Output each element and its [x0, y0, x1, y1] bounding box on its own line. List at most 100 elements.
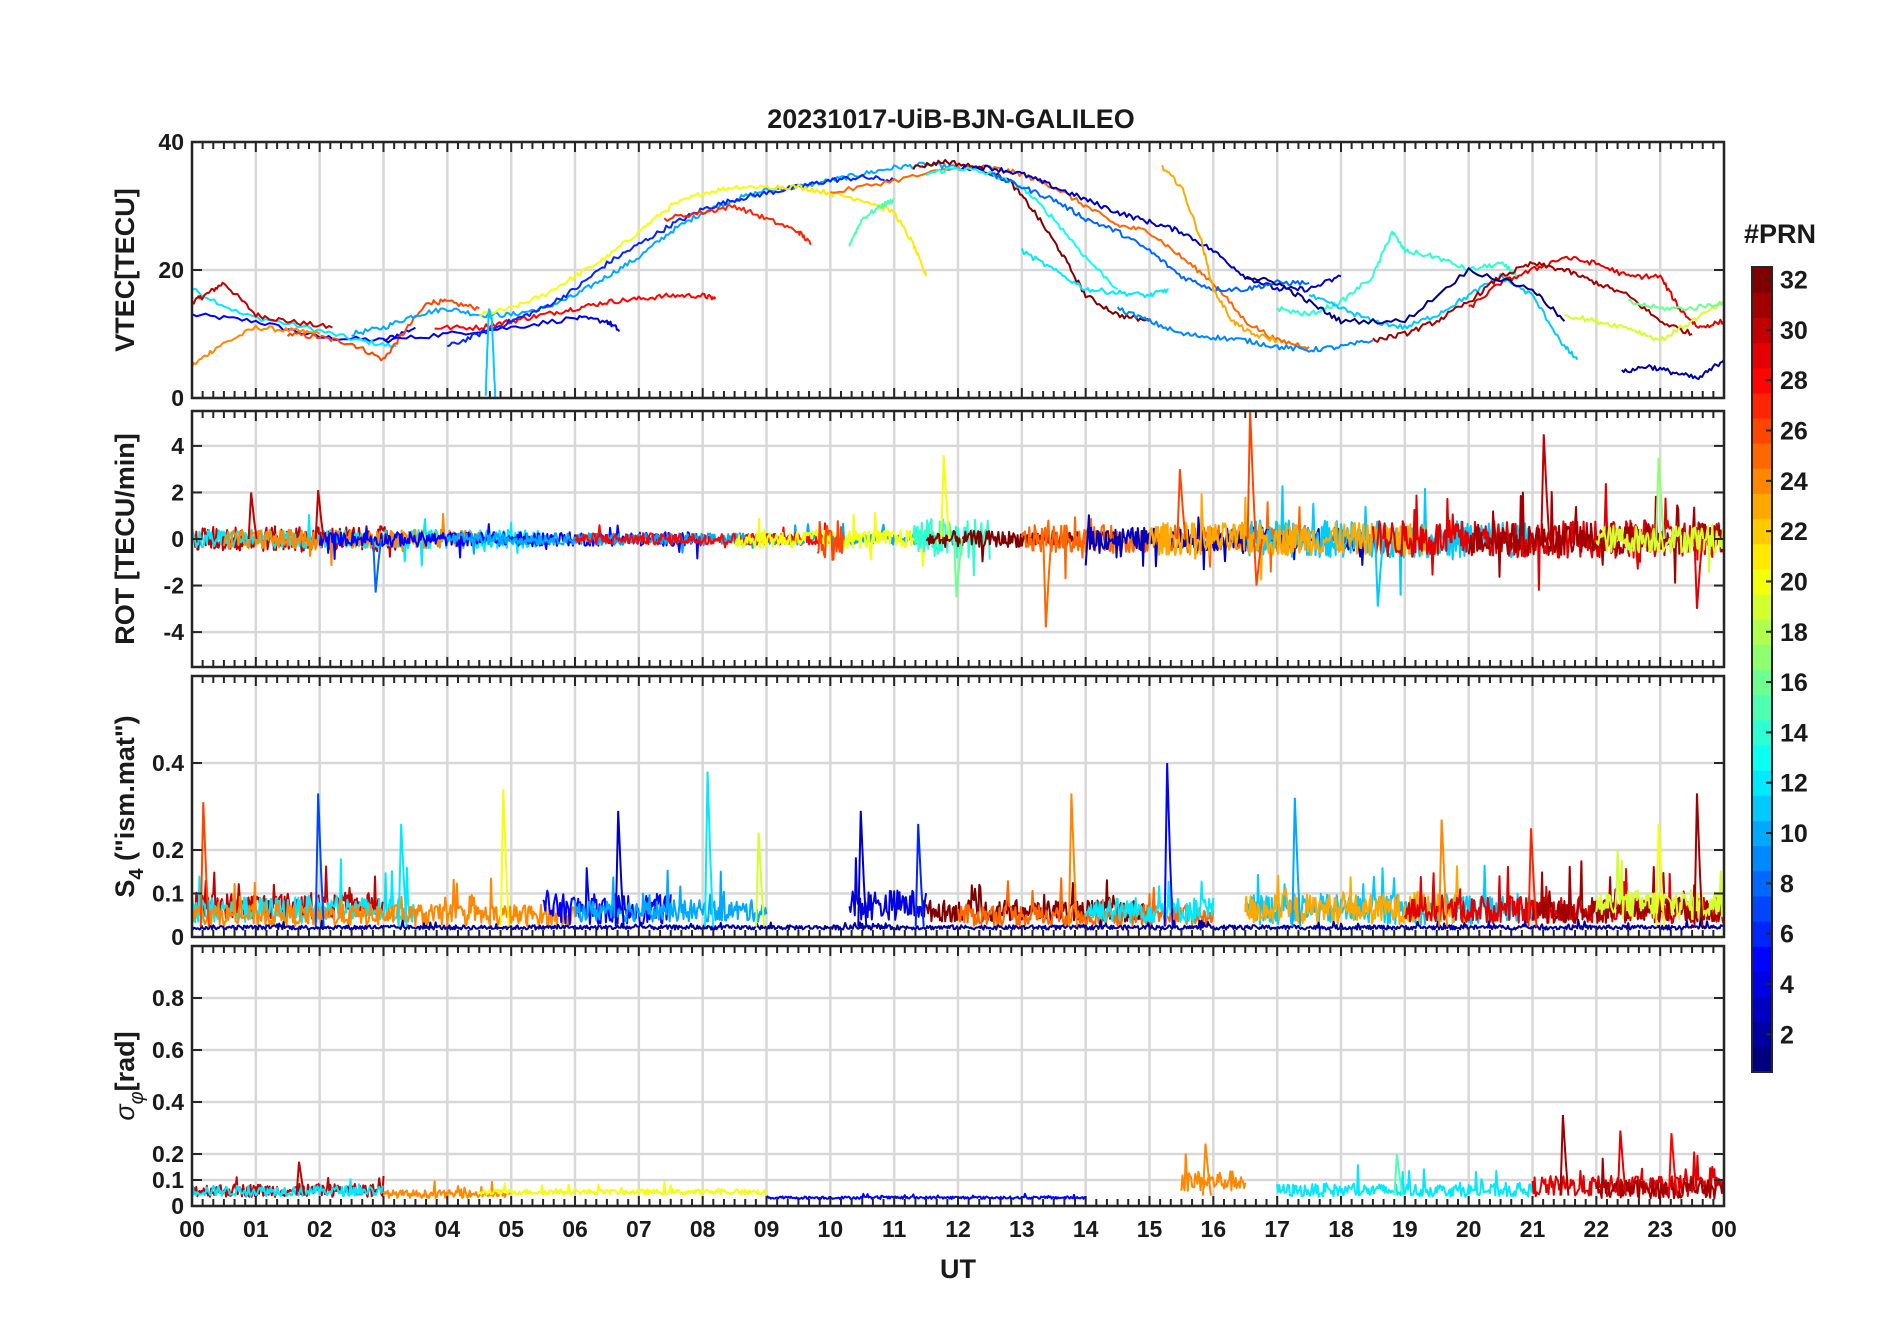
y-tick-label: 0.1	[152, 1167, 184, 1193]
series-prn-9	[1116, 306, 1374, 353]
y-tick-label: 0.4	[152, 1089, 184, 1115]
colorbar-swatch	[1752, 619, 1772, 645]
colorbar-frame	[1751, 266, 1773, 1073]
x-tick-label: 10	[818, 1216, 844, 1242]
x-tick-label: 06	[562, 1216, 588, 1242]
colorbar-swatch	[1752, 468, 1772, 495]
colorbar-swatch	[1752, 770, 1772, 796]
series-prn-26	[286, 298, 480, 362]
panel-4: 00.10.20.40.60.8σφ[rad]	[110, 944, 1726, 1219]
panel-2: -4 -2 0 2 4 ROT [TECU/min]	[110, 409, 1726, 669]
colorbar-swatch	[1752, 417, 1772, 444]
series-prn-12	[1020, 248, 1169, 299]
spike-prn-26	[1246, 411, 1257, 540]
series-prn-2	[1621, 358, 1724, 381]
series-group	[192, 158, 1724, 398]
spike-prn-30	[314, 490, 325, 540]
series-prn-21	[765, 183, 928, 277]
y-tick-label: 20	[158, 257, 184, 283]
colorbar-tick-label: 20	[1780, 568, 1808, 596]
series-prn-3	[957, 164, 1342, 293]
series-prn-24	[1180, 1153, 1247, 1192]
colorbar-swatch	[1752, 845, 1772, 872]
y-tick-label: 0.1	[152, 881, 184, 907]
spike-prn-31	[1693, 793, 1704, 927]
colorbar-swatch	[1752, 795, 1772, 822]
y-axis-label: σφ[rad]	[110, 1031, 148, 1120]
spike-prn-16	[953, 538, 963, 598]
series-prn-28	[574, 522, 832, 549]
spike-prn-8	[372, 538, 383, 593]
colorbar-tick-label: 30	[1780, 317, 1808, 345]
y-tick-label: 4	[171, 433, 184, 459]
series-prn-24	[192, 877, 576, 928]
spike-prn-31	[1559, 1114, 1570, 1196]
y-tick-label: 0.6	[152, 1037, 184, 1063]
colorbar-swatch	[1752, 568, 1772, 595]
series-group	[192, 1114, 1724, 1200]
spike-prn-20	[499, 789, 510, 927]
series-prn-4	[382, 314, 620, 344]
colorbar-swatch	[1752, 1046, 1772, 1073]
y-label-rest: ("ism.mat")	[110, 715, 140, 868]
spike-prn-19	[755, 832, 766, 927]
spike-prn-30	[295, 1161, 306, 1196]
spike-prn-3	[857, 810, 868, 927]
colorbar-tick-label: 10	[1780, 820, 1808, 848]
spike-prn-11	[1374, 538, 1385, 607]
series-prn-8	[989, 172, 1310, 293]
colorbar-swatch	[1752, 870, 1772, 897]
y-label-main: S	[110, 880, 140, 898]
series-prn-4	[848, 857, 928, 921]
spike-prn-30	[1540, 434, 1551, 540]
series-prn-29	[1468, 255, 1724, 329]
spike-prn-28	[1667, 1133, 1678, 1196]
axes-box	[190, 140, 1726, 400]
x-tick-label: 13	[1009, 1216, 1035, 1242]
spike-prn-7	[314, 793, 325, 927]
colorbar-swatch	[1752, 669, 1772, 696]
x-tick-label: 21	[1520, 1216, 1546, 1242]
series-prn-25	[830, 164, 1310, 350]
colorbar-title: #PRN	[1744, 219, 1816, 249]
colorbar-swatch	[1752, 744, 1772, 771]
axes-box	[190, 944, 1726, 1208]
colorbar-tick-label: 2	[1780, 1021, 1794, 1049]
y-tick-label: 0	[171, 526, 184, 552]
colorbar-tick-label: 6	[1780, 921, 1794, 949]
panel-1: 0 20 40 VTEC[TECU]	[110, 129, 1726, 411]
spike-prn-12	[397, 823, 408, 927]
x-tick-label: 01	[243, 1216, 269, 1242]
y-tick-label: -4	[164, 619, 185, 645]
x-tick-label: 15	[1137, 1216, 1163, 1242]
series-prn-28	[434, 292, 717, 331]
series-prn-26	[816, 520, 845, 561]
colorbar-swatch	[1752, 1021, 1772, 1048]
y-tick-label: 0	[171, 1193, 184, 1219]
x-tick-label: 14	[1073, 1216, 1099, 1242]
colorbar-tick-label: 26	[1780, 418, 1808, 446]
y-tick-label: 2	[171, 479, 184, 505]
series-prn-12	[1084, 880, 1215, 924]
x-tick-label: 18	[1328, 1216, 1354, 1242]
colorbar-swatch	[1752, 518, 1772, 545]
y-label-rest: [rad]	[110, 1031, 140, 1091]
spike-prn-17	[1655, 457, 1666, 540]
series-prn-27	[663, 204, 812, 246]
series-prn-12	[1276, 1164, 1534, 1198]
series-prn-19	[1564, 301, 1724, 342]
series-prn-19	[1595, 523, 1724, 573]
colorbar-tick-label: 14	[1780, 719, 1808, 747]
series-prn-32	[912, 158, 1151, 322]
colorbar-swatch	[1752, 392, 1772, 419]
series-prn-20	[478, 1181, 768, 1196]
series-prn-30	[192, 281, 333, 329]
x-axis-label: UT	[940, 1254, 976, 1284]
x-tick-label: 22	[1584, 1216, 1610, 1242]
spike-prn-30	[247, 492, 258, 540]
spike-prn-24	[1201, 1143, 1212, 1196]
colorbar-swatch	[1752, 644, 1772, 671]
y-label-sub: φ	[126, 1091, 148, 1104]
